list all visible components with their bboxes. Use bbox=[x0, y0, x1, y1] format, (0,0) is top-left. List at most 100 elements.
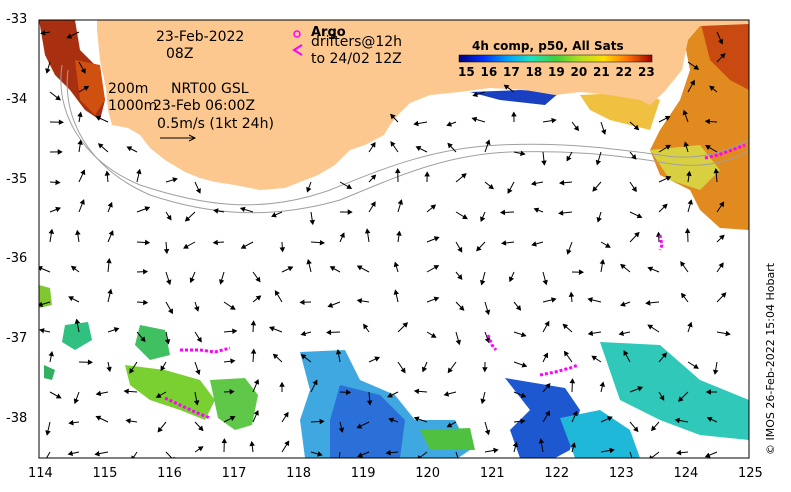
current-vector-head bbox=[515, 305, 522, 311]
current-vector-head bbox=[400, 367, 406, 374]
current-vector-head bbox=[606, 416, 613, 422]
current-vector-head bbox=[687, 321, 693, 328]
current-vector-head bbox=[493, 447, 499, 454]
current-vector-head bbox=[55, 95, 61, 101]
current-vector-head bbox=[531, 241, 537, 247]
current-vector-head bbox=[480, 216, 486, 223]
current-vector-head bbox=[255, 295, 262, 301]
current-vector bbox=[165, 451, 173, 458]
colorbar bbox=[458, 54, 653, 63]
current-vector-head bbox=[346, 184, 353, 189]
current-vector-head bbox=[232, 328, 238, 334]
current-vector-head bbox=[413, 388, 420, 395]
current-vector-head bbox=[388, 417, 395, 423]
current-vector-head bbox=[337, 460, 341, 464]
land-australia bbox=[97, 20, 749, 190]
current-vector-head bbox=[329, 266, 336, 272]
current-vector-head bbox=[95, 390, 102, 397]
current-vector-head bbox=[45, 430, 51, 436]
sst-patch-blue-deep bbox=[330, 385, 405, 458]
current-vector-head bbox=[719, 201, 725, 208]
current-vector-head bbox=[415, 146, 422, 152]
argo-track-5 bbox=[658, 234, 664, 251]
current-vector-head bbox=[94, 450, 100, 457]
current-vector-head bbox=[397, 199, 403, 205]
current-vector-head bbox=[665, 175, 672, 181]
current-vector-head bbox=[511, 111, 517, 117]
current-vector-head bbox=[198, 425, 204, 432]
x-tick-label: 115 bbox=[92, 466, 118, 481]
current-vector-head bbox=[193, 400, 200, 406]
current-vector-head bbox=[705, 145, 711, 150]
y-tick-label: -33 bbox=[6, 12, 28, 27]
current-vector-head bbox=[195, 369, 201, 376]
current-vector-head bbox=[458, 457, 461, 458]
current-vectors bbox=[39, 30, 731, 464]
current-vector bbox=[418, 451, 428, 458]
current-vector-head bbox=[43, 457, 44, 458]
sst-patch-green-east bbox=[210, 378, 258, 430]
current-vector-head bbox=[455, 339, 461, 346]
current-vector-head bbox=[719, 234, 725, 241]
current-vector-head bbox=[471, 116, 478, 123]
current-vector-head bbox=[306, 259, 312, 265]
current-vector-head bbox=[83, 85, 90, 91]
current-vector-head bbox=[136, 168, 142, 175]
current-vector-head bbox=[390, 141, 396, 147]
current-vector-head bbox=[563, 350, 570, 357]
argo-track-6 bbox=[486, 334, 498, 351]
current-vector-head bbox=[647, 266, 654, 272]
current-vector-head bbox=[168, 308, 173, 315]
current-vector-head bbox=[370, 142, 376, 148]
current-vector-head bbox=[39, 301, 44, 307]
current-vector-head bbox=[39, 328, 45, 334]
argo-track-3 bbox=[539, 363, 579, 377]
current-vector-head bbox=[364, 228, 371, 234]
current-vector-head bbox=[633, 426, 639, 433]
current-vector-head bbox=[443, 391, 450, 397]
colorbar-tick: 20 bbox=[570, 65, 588, 79]
current-vector-head bbox=[601, 129, 607, 135]
current-vector-head bbox=[680, 292, 687, 299]
credit-label: © IMOS 26-Feb-2022 15:04 Hobart bbox=[764, 262, 777, 455]
current-vector-head bbox=[569, 378, 576, 384]
current-vector bbox=[455, 451, 459, 458]
current-vector-head bbox=[605, 242, 611, 248]
drifters-label: drifters@12h bbox=[311, 34, 403, 50]
current-vector-head bbox=[693, 64, 700, 70]
y-tick-label: -36 bbox=[6, 251, 28, 267]
current-vector-head bbox=[430, 204, 437, 210]
current-vector-head bbox=[163, 248, 170, 255]
current-vector-head bbox=[675, 449, 682, 456]
current-vector-head bbox=[66, 33, 73, 39]
current-vector-head bbox=[661, 352, 667, 359]
current-vector-head bbox=[462, 214, 468, 220]
sst-patch-green-north bbox=[135, 325, 170, 360]
current-vector-head bbox=[393, 261, 400, 268]
current-vector-head bbox=[123, 388, 129, 395]
current-vector-head bbox=[68, 420, 74, 426]
current-vector bbox=[338, 451, 341, 458]
current-vector-head bbox=[620, 301, 626, 307]
current-vector-head bbox=[662, 203, 668, 210]
current-vector-head bbox=[396, 230, 402, 236]
current-vector-head bbox=[356, 423, 363, 429]
current-vector-head bbox=[55, 179, 61, 186]
current-vector-head bbox=[559, 180, 565, 186]
x-tick-label: 124 bbox=[673, 466, 699, 481]
current-vector-head bbox=[335, 349, 342, 355]
current-vector-head bbox=[430, 332, 437, 338]
current-vector-head bbox=[70, 265, 77, 272]
current-vector-head bbox=[636, 213, 643, 219]
x-tick-label: 122 bbox=[544, 466, 570, 481]
current-vector-head bbox=[48, 350, 54, 357]
y-tick-label: -38 bbox=[6, 411, 28, 426]
current-vector-head bbox=[68, 296, 74, 302]
current-vector-head bbox=[107, 288, 113, 295]
current-vector-head bbox=[370, 201, 376, 207]
x-tick-label: 123 bbox=[608, 466, 634, 481]
current-vector bbox=[132, 451, 138, 458]
argo-label: Argo bbox=[311, 25, 346, 40]
current-vector-head bbox=[476, 245, 482, 252]
current-vector-head bbox=[95, 415, 102, 421]
